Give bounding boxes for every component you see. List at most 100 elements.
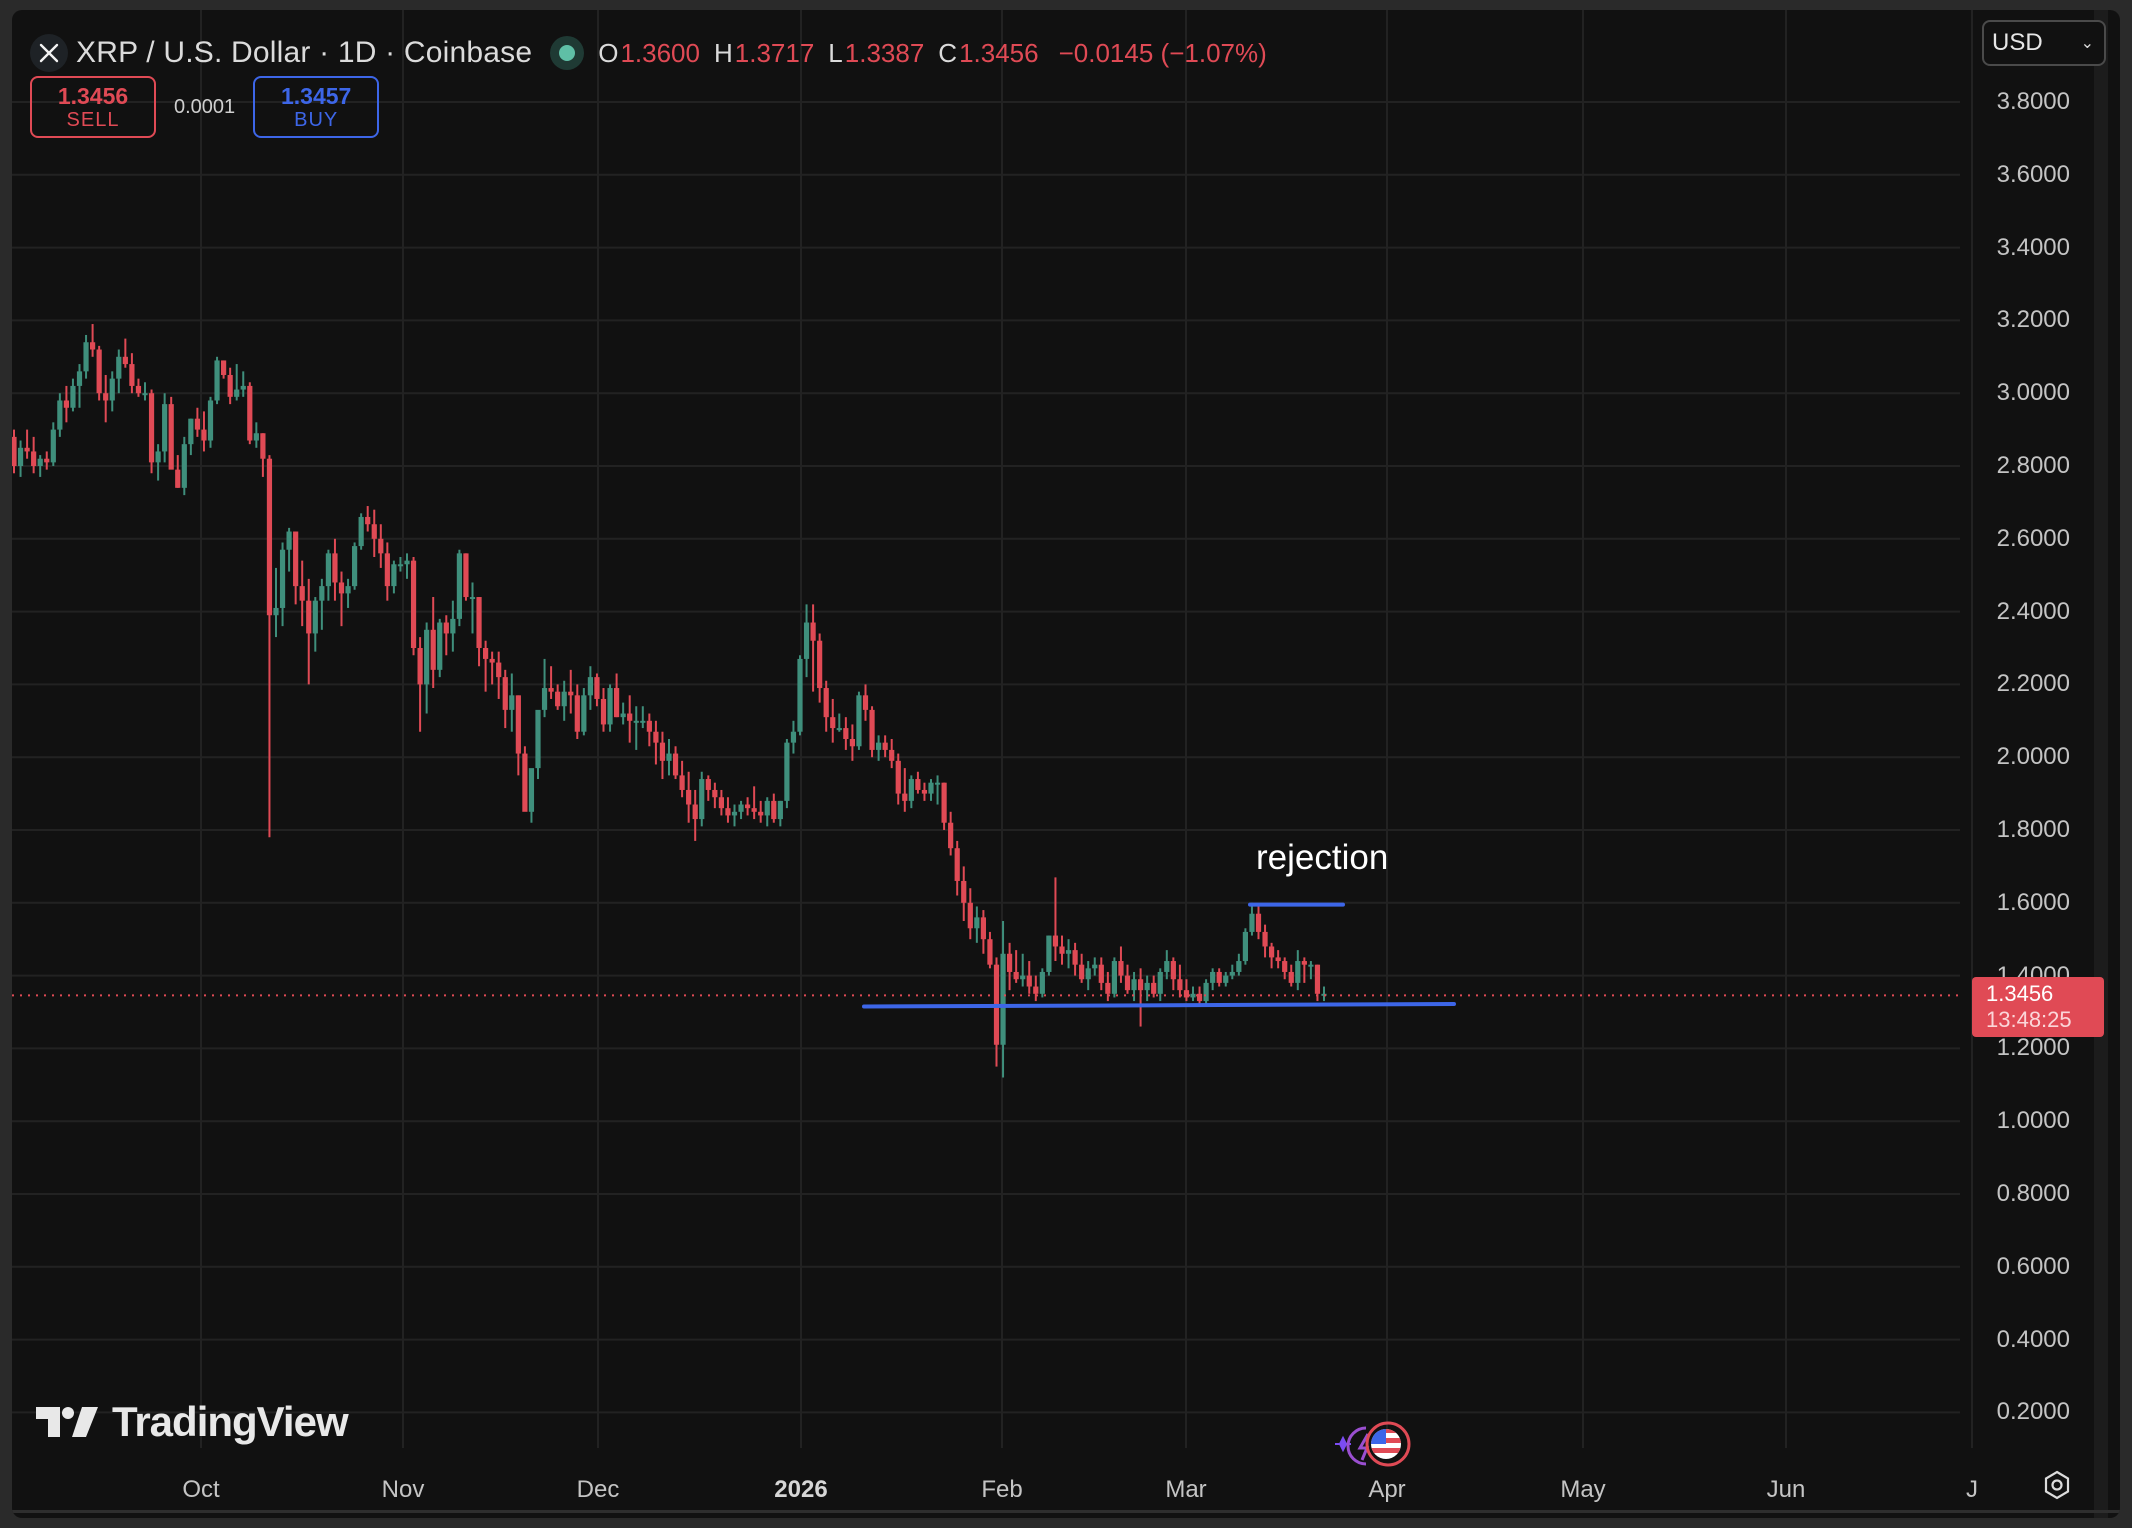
candle-body <box>509 695 515 710</box>
candle-body <box>679 775 685 790</box>
candle-body <box>1085 968 1091 980</box>
candle-body <box>1288 971 1294 983</box>
candle-body <box>1105 982 1111 994</box>
candle-body <box>410 560 417 648</box>
currency-select[interactable]: USD ⌄ <box>1982 20 2106 66</box>
time-axis-border <box>12 1510 2120 1513</box>
candle-body <box>155 451 161 463</box>
ohlc-close: C1.3456 <box>938 37 1039 68</box>
candle-body <box>803 622 810 659</box>
candle-body <box>404 560 410 565</box>
buy-button[interactable]: 1.3457 BUY <box>253 76 380 138</box>
candle-body <box>352 546 358 587</box>
candle-body <box>895 760 901 794</box>
candle-body <box>31 451 37 466</box>
candle-body <box>934 782 941 785</box>
price-tick-label: 1.6000 <box>1996 888 2070 916</box>
candle-body <box>234 389 240 397</box>
candle-body <box>1046 935 1052 972</box>
candle-body <box>194 418 200 430</box>
candle-body <box>849 739 855 747</box>
candle-body <box>44 458 50 463</box>
candle-body <box>96 349 102 394</box>
symbol-title[interactable]: XRP / U.S. Dollar · 1D · Coinbase <box>76 36 533 69</box>
candle-body <box>659 742 666 761</box>
candlestick-chart[interactable] <box>12 10 2120 1518</box>
candle-body <box>1138 979 1144 991</box>
candle-body <box>1118 961 1124 976</box>
candle-body <box>476 597 482 648</box>
candle-body <box>76 371 83 386</box>
candle-body <box>817 640 823 689</box>
candle-body <box>692 804 698 820</box>
candle-body <box>83 342 89 372</box>
candle-body <box>672 753 679 776</box>
candle-body <box>902 793 908 801</box>
time-tick-label: Dec <box>576 1476 620 1503</box>
candle-body <box>751 808 757 812</box>
candle-body <box>90 342 96 350</box>
candle-body <box>745 804 751 809</box>
price-tick-label: 3.8000 <box>1996 88 2070 115</box>
ohlc-values: O1.3600 H1.3717 L1.3387 C1.3456 −0.0145 … <box>598 38 1267 69</box>
candle-body <box>1124 975 1131 991</box>
candle-body <box>915 779 921 790</box>
candle-body <box>1151 982 1157 994</box>
candle-body <box>1301 961 1307 965</box>
chart-settings-button[interactable] <box>2042 1470 2072 1505</box>
candle-body <box>221 360 227 375</box>
spread-value: 0.0001 <box>174 95 236 118</box>
price-tick-label: 3.2000 <box>1996 306 2070 334</box>
candle-body <box>974 917 980 929</box>
candle-body <box>758 811 764 816</box>
candle-body <box>456 553 462 619</box>
price-tick-label: 3.4000 <box>1996 233 2070 261</box>
candle-body <box>810 622 816 641</box>
candle-body <box>777 800 783 820</box>
candle-body <box>266 458 273 616</box>
candle-body <box>1111 961 1117 994</box>
candle-body <box>201 429 207 441</box>
sell-price: 1.3456 <box>57 83 129 109</box>
candle-body <box>103 393 109 401</box>
candle-body <box>627 713 633 721</box>
candle-body <box>227 375 233 397</box>
candle-body <box>764 800 770 816</box>
tradingview-logo[interactable]: TradingView <box>36 1398 349 1446</box>
candle-body <box>568 691 574 696</box>
price-tick-label: 3.6000 <box>1996 160 2070 188</box>
candle-body <box>1262 931 1268 947</box>
candle-body <box>797 658 803 732</box>
candle-body <box>869 709 875 750</box>
candle-body <box>561 691 567 707</box>
price-tick-label: 1.2000 <box>1996 1034 2070 1062</box>
candle-body <box>391 564 397 587</box>
candle-body <box>731 811 738 816</box>
candle-body <box>325 553 331 587</box>
candle-body <box>548 688 554 692</box>
candle-body <box>738 804 744 812</box>
candle-body <box>424 629 430 685</box>
sell-button[interactable]: 1.3456 SELL <box>30 76 156 138</box>
rejection-annotation[interactable]: rejection <box>1256 838 1389 877</box>
candle-body <box>1255 913 1262 932</box>
candle-body <box>581 695 587 732</box>
candle-body <box>1275 957 1281 962</box>
price-tick-label: 0.6000 <box>1996 1252 2070 1280</box>
candle-body <box>620 713 626 718</box>
economic-events[interactable] <box>1332 1418 1422 1475</box>
time-tick-label: Nov <box>381 1476 425 1503</box>
candle-body <box>1033 986 1039 994</box>
price-tick-label: 0.2000 <box>1996 1398 2070 1426</box>
candle-body <box>843 728 849 739</box>
candle-body <box>175 469 181 488</box>
candle-body <box>496 662 502 678</box>
candle-body <box>306 600 312 634</box>
ohlc-low: L1.3387 <box>828 37 925 68</box>
candle-body <box>961 880 967 903</box>
candle-body <box>338 582 345 594</box>
candle-body <box>168 404 174 470</box>
price-tick-label: 1.8000 <box>1996 816 2070 843</box>
candle-body <box>876 742 882 750</box>
trade-buttons: 1.3456 SELL 0.0001 1.3457 BUY <box>30 76 380 138</box>
